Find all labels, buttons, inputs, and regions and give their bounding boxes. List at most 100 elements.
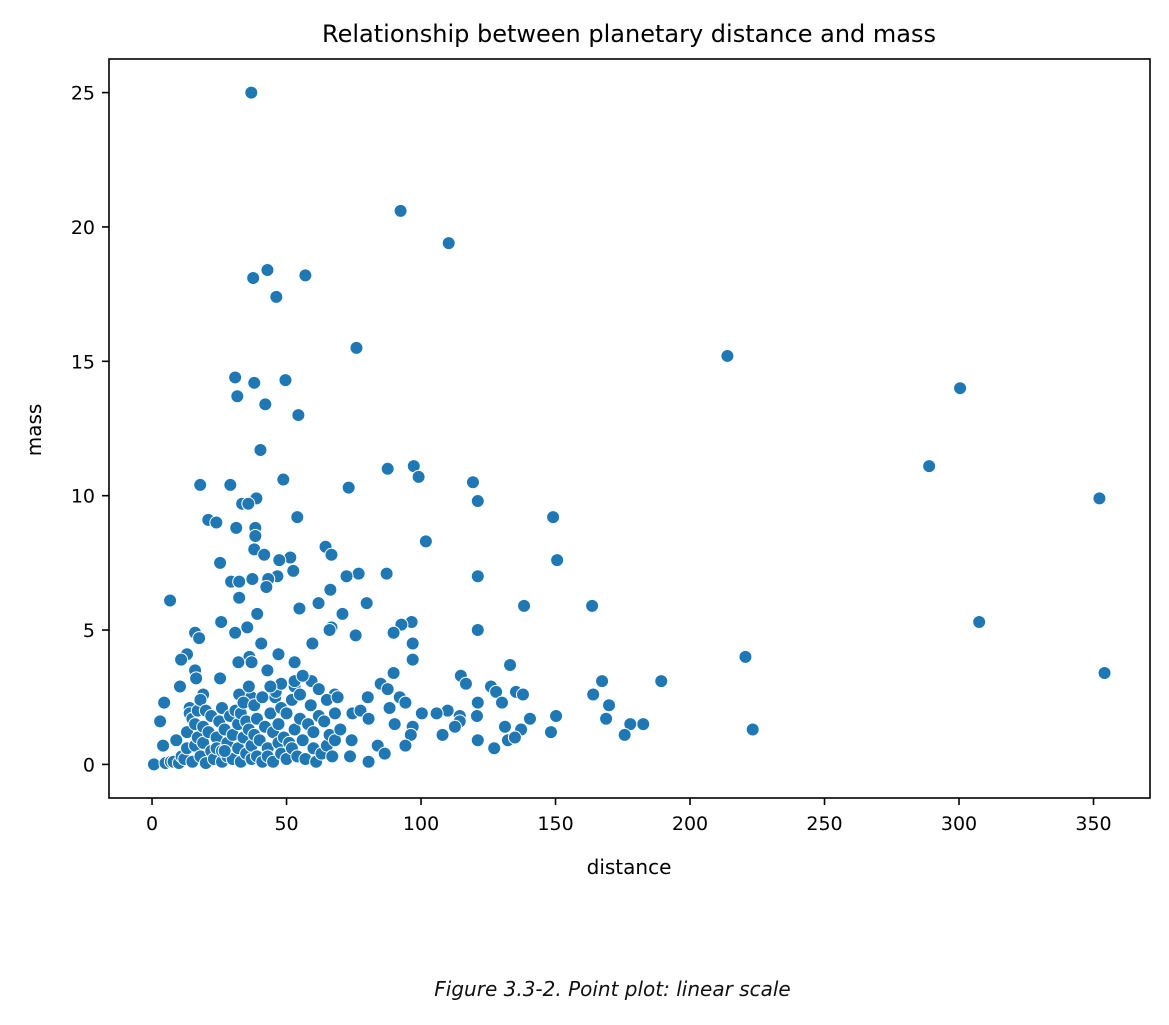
- y-tick-label: 25: [71, 83, 95, 105]
- y-axis: 0 5 10 15 20 25: [71, 83, 109, 776]
- data-point: [253, 442, 268, 457]
- data-point: [213, 671, 228, 686]
- x-tick-label: 300: [941, 813, 977, 835]
- data-point: [380, 682, 395, 697]
- data-point: [1092, 491, 1107, 506]
- data-point: [173, 679, 188, 694]
- data-point: [241, 679, 256, 694]
- scatter-chart: Relationship between planetary distance …: [22, 20, 1151, 879]
- data-point: [272, 553, 287, 568]
- data-point: [244, 85, 259, 100]
- data-point: [228, 370, 243, 385]
- data-point: [292, 687, 307, 702]
- data-point: [405, 652, 420, 667]
- data-point: [487, 741, 502, 756]
- x-tick-label: 100: [403, 813, 439, 835]
- plot-frame: [108, 58, 1151, 799]
- data-point: [229, 520, 244, 535]
- data-point: [189, 671, 204, 686]
- data-point: [972, 614, 987, 629]
- data-point: [361, 711, 376, 726]
- data-point: [231, 655, 246, 670]
- x-tick-label: 250: [806, 813, 842, 835]
- data-point: [339, 569, 354, 584]
- data-point: [470, 733, 485, 748]
- data-point: [257, 547, 272, 562]
- data-point: [333, 722, 348, 737]
- y-tick-label: 15: [71, 351, 95, 373]
- data-point: [393, 203, 408, 218]
- data-point: [259, 580, 274, 595]
- data-point: [322, 623, 337, 638]
- data-point: [489, 684, 504, 699]
- data-point: [146, 757, 161, 772]
- data-point: [247, 375, 262, 390]
- data-point: [241, 496, 256, 511]
- data-point: [351, 566, 366, 581]
- points-layer: [146, 85, 1112, 772]
- data-point: [276, 472, 291, 487]
- data-point: [295, 733, 310, 748]
- data-point: [330, 690, 345, 705]
- data-point: [435, 727, 450, 742]
- data-point: [470, 623, 485, 638]
- data-point: [323, 582, 338, 597]
- data-point: [228, 625, 243, 640]
- y-axis-label: mass: [22, 404, 46, 457]
- data-point: [271, 647, 286, 662]
- x-tick-label: 150: [537, 813, 573, 835]
- data-point: [361, 754, 376, 769]
- data-point: [470, 569, 485, 584]
- data-point: [441, 236, 456, 251]
- data-point: [258, 397, 273, 412]
- data-point: [213, 555, 228, 570]
- data-point: [387, 717, 402, 732]
- data-point: [922, 459, 937, 474]
- data-point: [240, 620, 255, 635]
- data-point: [298, 268, 313, 283]
- data-point: [311, 682, 326, 697]
- data-point: [380, 461, 395, 476]
- data-point: [546, 510, 561, 525]
- data-point: [418, 534, 433, 549]
- data-point: [209, 515, 224, 530]
- data-point: [271, 717, 286, 732]
- data-point: [153, 714, 168, 729]
- data-point: [738, 649, 753, 664]
- data-point: [163, 593, 178, 608]
- data-point: [497, 719, 512, 734]
- data-point: [260, 663, 275, 678]
- data-point: [543, 725, 558, 740]
- x-tick-label: 50: [274, 813, 298, 835]
- data-point: [469, 709, 484, 724]
- data-point: [291, 408, 306, 423]
- data-point: [654, 674, 669, 689]
- data-point: [349, 340, 364, 355]
- data-point: [232, 590, 247, 605]
- data-point: [317, 714, 332, 729]
- data-point: [447, 719, 462, 734]
- data-point: [295, 668, 310, 683]
- data-point: [343, 749, 358, 764]
- y-tick-label: 0: [83, 754, 95, 776]
- data-point: [169, 733, 184, 748]
- data-point: [550, 553, 565, 568]
- data-point: [287, 655, 302, 670]
- data-point: [192, 631, 207, 646]
- data-point: [325, 749, 340, 764]
- x-tick-label: 350: [1075, 813, 1111, 835]
- data-point: [324, 547, 339, 562]
- data-point: [341, 480, 356, 495]
- data-point: [344, 733, 359, 748]
- y-tick-label: 5: [83, 620, 95, 642]
- data-point: [217, 743, 232, 758]
- x-tick-label: 200: [672, 813, 708, 835]
- x-axis: 0 50 100 150 200 250 300 350: [146, 798, 1112, 835]
- data-point: [305, 636, 320, 651]
- data-point: [327, 706, 342, 721]
- data-point: [386, 625, 401, 640]
- data-point: [157, 695, 172, 710]
- data-point: [260, 262, 275, 277]
- data-point: [398, 695, 413, 710]
- data-point: [398, 738, 413, 753]
